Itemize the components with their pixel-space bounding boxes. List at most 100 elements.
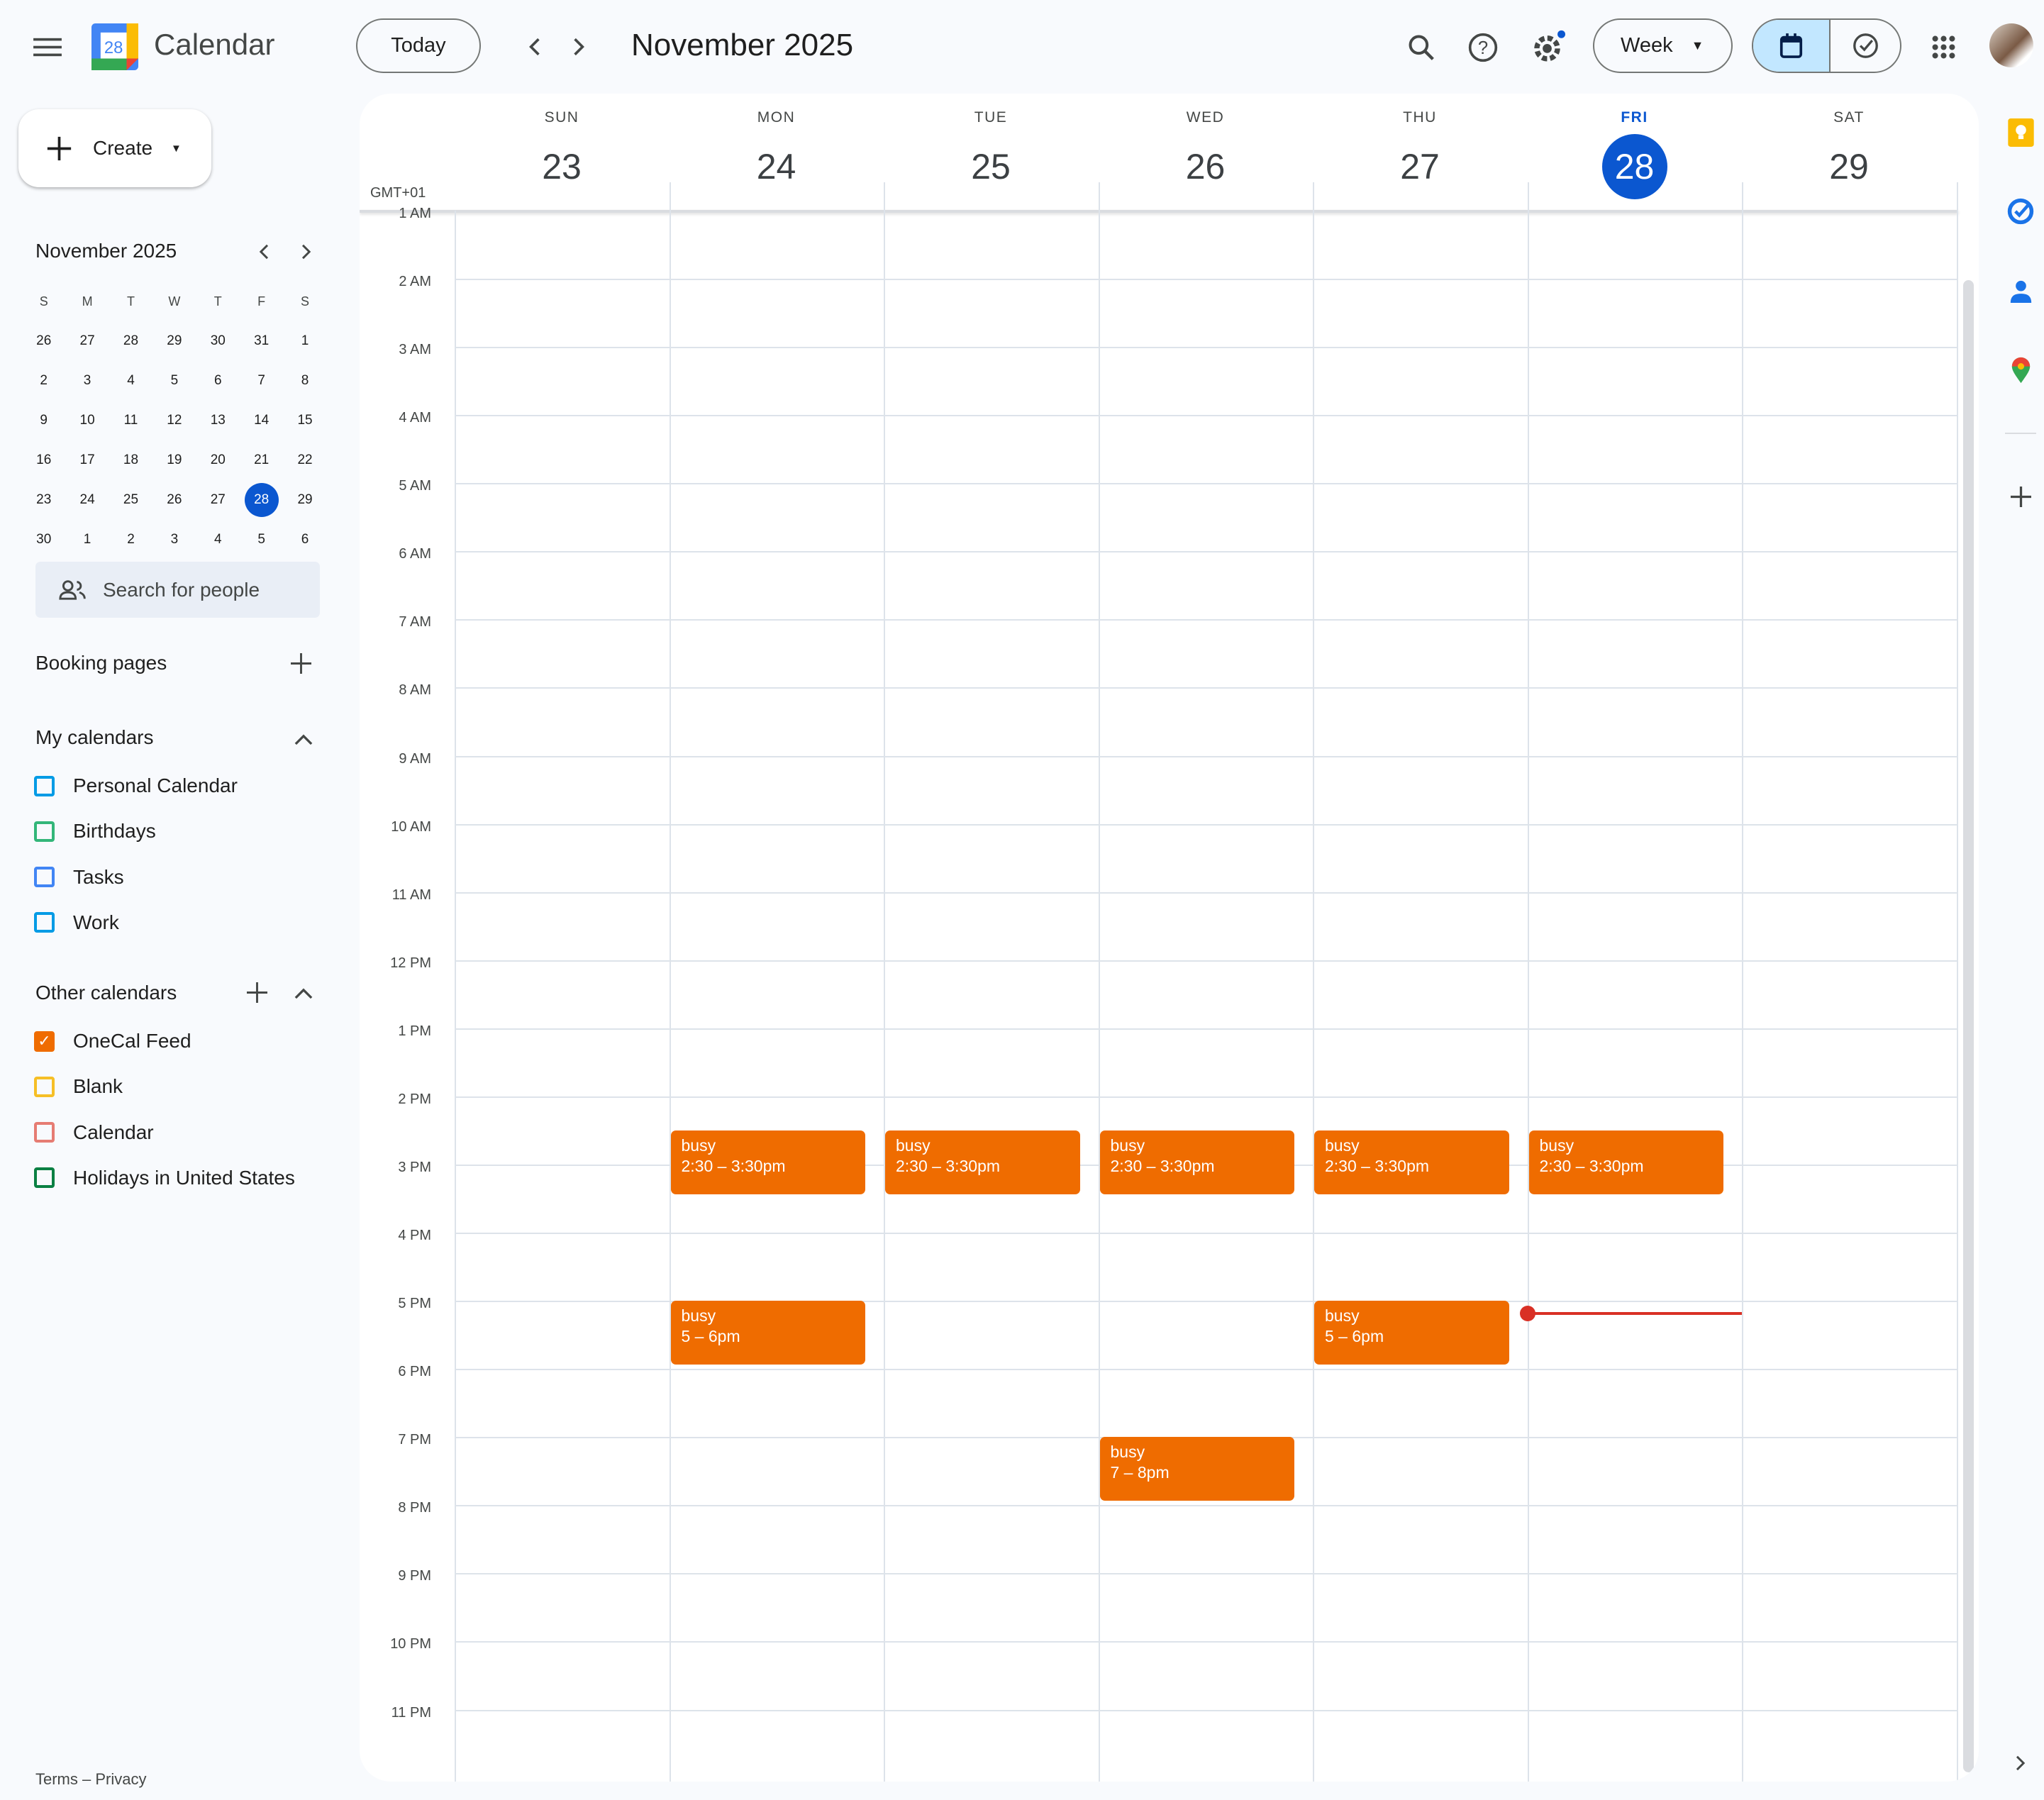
mini-day[interactable]: 14 xyxy=(254,413,270,428)
tasks-view-toggle[interactable] xyxy=(1831,20,1900,72)
mini-day[interactable]: 11 xyxy=(123,413,138,428)
mini-day[interactable]: 31 xyxy=(254,333,270,348)
calendar-checkbox[interactable] xyxy=(34,912,55,933)
calendar-checkbox[interactable] xyxy=(34,1167,55,1189)
calendar-item[interactable]: Work xyxy=(34,911,119,934)
mini-day[interactable]: 27 xyxy=(79,333,95,348)
calendar-checkbox[interactable]: ✓ xyxy=(34,1030,55,1052)
mini-day[interactable]: 5 xyxy=(257,532,265,547)
show-side-panel-button[interactable] xyxy=(2008,1750,2034,1776)
collapse-my-calendars-button[interactable] xyxy=(289,725,318,753)
mini-day[interactable]: 15 xyxy=(297,413,313,428)
calendar-item[interactable]: Blank xyxy=(34,1075,123,1098)
event-block[interactable]: busy 5 – 6pm xyxy=(670,1301,865,1365)
mini-day[interactable]: 27 xyxy=(210,492,226,507)
create-button[interactable]: Create ▼ xyxy=(18,109,211,187)
mini-day[interactable]: 26 xyxy=(167,492,182,507)
calendar-checkbox[interactable] xyxy=(34,775,55,796)
mini-day[interactable]: 18 xyxy=(123,452,139,467)
mini-day[interactable]: 6 xyxy=(301,532,309,547)
mini-day[interactable]: 4 xyxy=(127,373,135,388)
other-calendars-heading[interactable]: Other calendars xyxy=(35,982,177,1004)
mini-day[interactable]: 16 xyxy=(36,452,52,467)
mini-day[interactable]: 26 xyxy=(36,333,52,348)
add-other-calendar-button[interactable] xyxy=(243,978,271,1006)
my-calendars-heading[interactable]: My calendars xyxy=(35,726,154,748)
collapse-other-calendars-button[interactable] xyxy=(289,979,318,1007)
mini-day[interactable]: 6 xyxy=(213,373,222,388)
day-number[interactable]: 28 xyxy=(1601,134,1667,199)
day-number[interactable]: 25 xyxy=(971,147,1011,187)
calendar-item[interactable]: ✓ OneCal Feed xyxy=(34,1030,191,1052)
mini-day[interactable]: 7 xyxy=(257,373,265,388)
calendar-view-toggle[interactable] xyxy=(1753,20,1831,72)
mini-day[interactable]: 21 xyxy=(254,452,270,467)
day-number[interactable]: 26 xyxy=(1185,147,1226,187)
mini-day[interactable]: 1 xyxy=(83,532,91,547)
today-button[interactable]: Today xyxy=(356,18,481,73)
event-block[interactable]: busy 2:30 – 3:30pm xyxy=(1528,1130,1723,1194)
mini-day[interactable]: 5 xyxy=(170,373,179,388)
search-people-input[interactable]: Search for people xyxy=(35,562,320,618)
calendar-item[interactable]: Personal Calendar xyxy=(34,774,238,797)
calendar-item[interactable]: Tasks xyxy=(34,866,124,889)
mini-day[interactable]: 22 xyxy=(297,452,313,467)
event-block[interactable]: busy 7 – 8pm xyxy=(1099,1437,1294,1501)
mini-day[interactable]: 24 xyxy=(79,492,95,507)
tasks-button[interactable] xyxy=(2005,196,2036,227)
mini-day[interactable]: 12 xyxy=(167,413,182,428)
mini-day[interactable]: 4 xyxy=(213,532,222,547)
mini-day[interactable]: 17 xyxy=(79,452,95,467)
mini-day[interactable]: 10 xyxy=(79,413,95,428)
previous-week-button[interactable] xyxy=(516,28,552,65)
mini-day[interactable]: 3 xyxy=(83,373,91,388)
terms-privacy-links[interactable]: Terms – Privacy xyxy=(35,1770,147,1788)
scrollbar[interactable] xyxy=(1963,280,1974,1772)
next-week-button[interactable] xyxy=(560,28,596,65)
mini-day[interactable]: 13 xyxy=(210,413,226,428)
mini-day[interactable]: 1 xyxy=(301,333,309,348)
mini-prev-month-button[interactable] xyxy=(250,238,277,265)
mini-day[interactable]: 8 xyxy=(301,373,309,388)
mini-next-month-button[interactable] xyxy=(294,238,320,265)
get-addons-button[interactable] xyxy=(2005,481,2036,512)
help-button[interactable]: ? xyxy=(1462,26,1504,68)
event-block[interactable]: busy 2:30 – 3:30pm xyxy=(1099,1130,1294,1194)
mini-day[interactable]: 29 xyxy=(167,333,182,348)
calendar-checkbox[interactable] xyxy=(34,821,55,842)
event-block[interactable]: busy 2:30 – 3:30pm xyxy=(670,1130,865,1194)
calendar-item[interactable]: Holidays in United States xyxy=(34,1167,295,1189)
calendar-checkbox[interactable] xyxy=(34,1076,55,1097)
event-block[interactable]: busy 2:30 – 3:30pm xyxy=(885,1130,1080,1194)
calendar-checkbox[interactable] xyxy=(34,867,55,888)
main-menu-button[interactable] xyxy=(26,26,68,68)
calendar-item[interactable]: Calendar xyxy=(34,1121,154,1144)
mini-day[interactable]: 23 xyxy=(36,492,52,507)
day-number[interactable]: 29 xyxy=(1829,147,1869,187)
mini-day-selected[interactable]: 28 xyxy=(244,483,279,517)
mini-day[interactable]: 9 xyxy=(40,413,48,428)
event-block[interactable]: busy 2:30 – 3:30pm xyxy=(1314,1130,1509,1194)
keep-button[interactable] xyxy=(2005,117,2036,148)
add-booking-page-button[interactable] xyxy=(287,649,315,677)
apps-button[interactable] xyxy=(1923,26,1965,68)
day-number[interactable]: 23 xyxy=(542,147,582,187)
mini-day[interactable]: 25 xyxy=(123,492,139,507)
day-number[interactable]: 24 xyxy=(756,147,796,187)
mini-day[interactable]: 19 xyxy=(167,452,182,467)
contacts-button[interactable] xyxy=(2005,275,2036,306)
mini-day[interactable]: 2 xyxy=(127,532,135,547)
calendar-checkbox[interactable] xyxy=(34,1122,55,1143)
event-block[interactable]: busy 5 – 6pm xyxy=(1314,1301,1509,1365)
maps-button[interactable] xyxy=(2005,355,2036,386)
search-button[interactable] xyxy=(1400,26,1442,68)
calendar-item[interactable]: Birthdays xyxy=(34,820,156,843)
mini-day[interactable]: 29 xyxy=(297,492,313,507)
day-number[interactable]: 27 xyxy=(1400,147,1440,187)
mini-day[interactable]: 3 xyxy=(170,532,179,547)
mini-day[interactable]: 30 xyxy=(210,333,226,348)
mini-day[interactable]: 30 xyxy=(36,532,52,547)
settings-button[interactable] xyxy=(1526,26,1568,68)
mini-day[interactable]: 20 xyxy=(210,452,226,467)
view-select[interactable]: Week ▼ xyxy=(1593,18,1733,73)
